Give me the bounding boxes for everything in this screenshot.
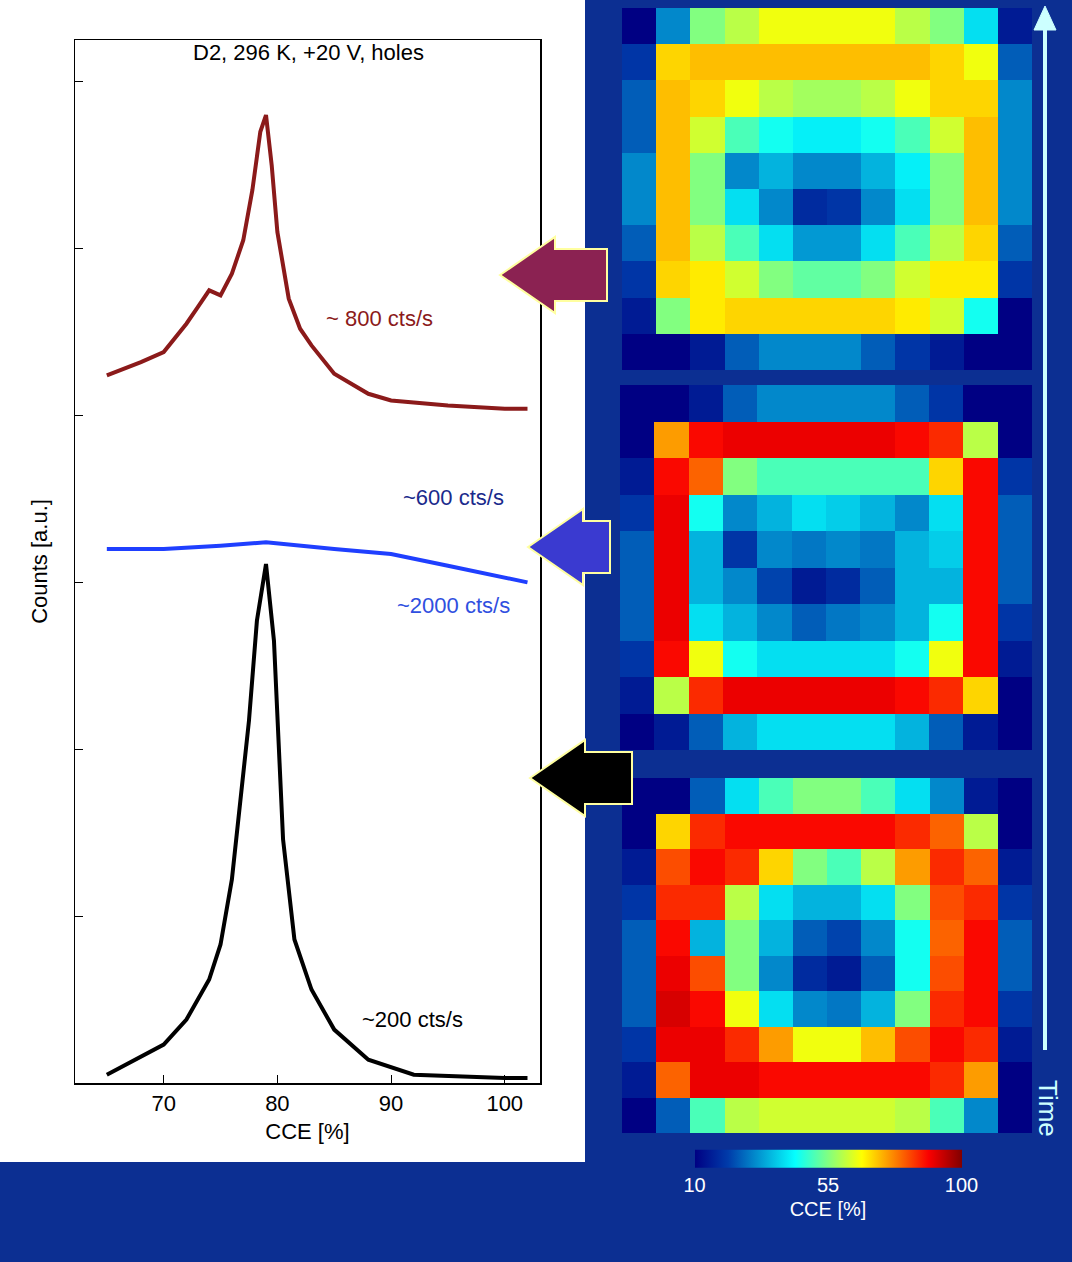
svg-text:D2, 296 K, +20 V, holes: D2, 296 K, +20 V, holes <box>193 40 424 65</box>
svg-text:80: 80 <box>265 1091 289 1116</box>
svg-text:~2000 cts/s: ~2000 cts/s <box>397 593 510 618</box>
svg-text:100: 100 <box>486 1091 523 1116</box>
svg-text:CCE [%]: CCE [%] <box>265 1119 349 1144</box>
svg-text:55: 55 <box>817 1174 839 1196</box>
svg-text:Time: Time <box>1033 1080 1063 1137</box>
svg-text:70: 70 <box>151 1091 175 1116</box>
svg-text:~ 800 cts/s: ~ 800 cts/s <box>326 306 433 331</box>
svg-text:CCE [%]: CCE [%] <box>790 1198 867 1220</box>
svg-text:~200 cts/s: ~200 cts/s <box>362 1007 463 1032</box>
svg-text:90: 90 <box>379 1091 403 1116</box>
svg-text:Counts [a.u.]: Counts [a.u.] <box>27 499 52 624</box>
svg-text:100: 100 <box>945 1174 978 1196</box>
svg-text:~600 cts/s: ~600 cts/s <box>403 485 504 510</box>
svg-text:10: 10 <box>683 1174 705 1196</box>
